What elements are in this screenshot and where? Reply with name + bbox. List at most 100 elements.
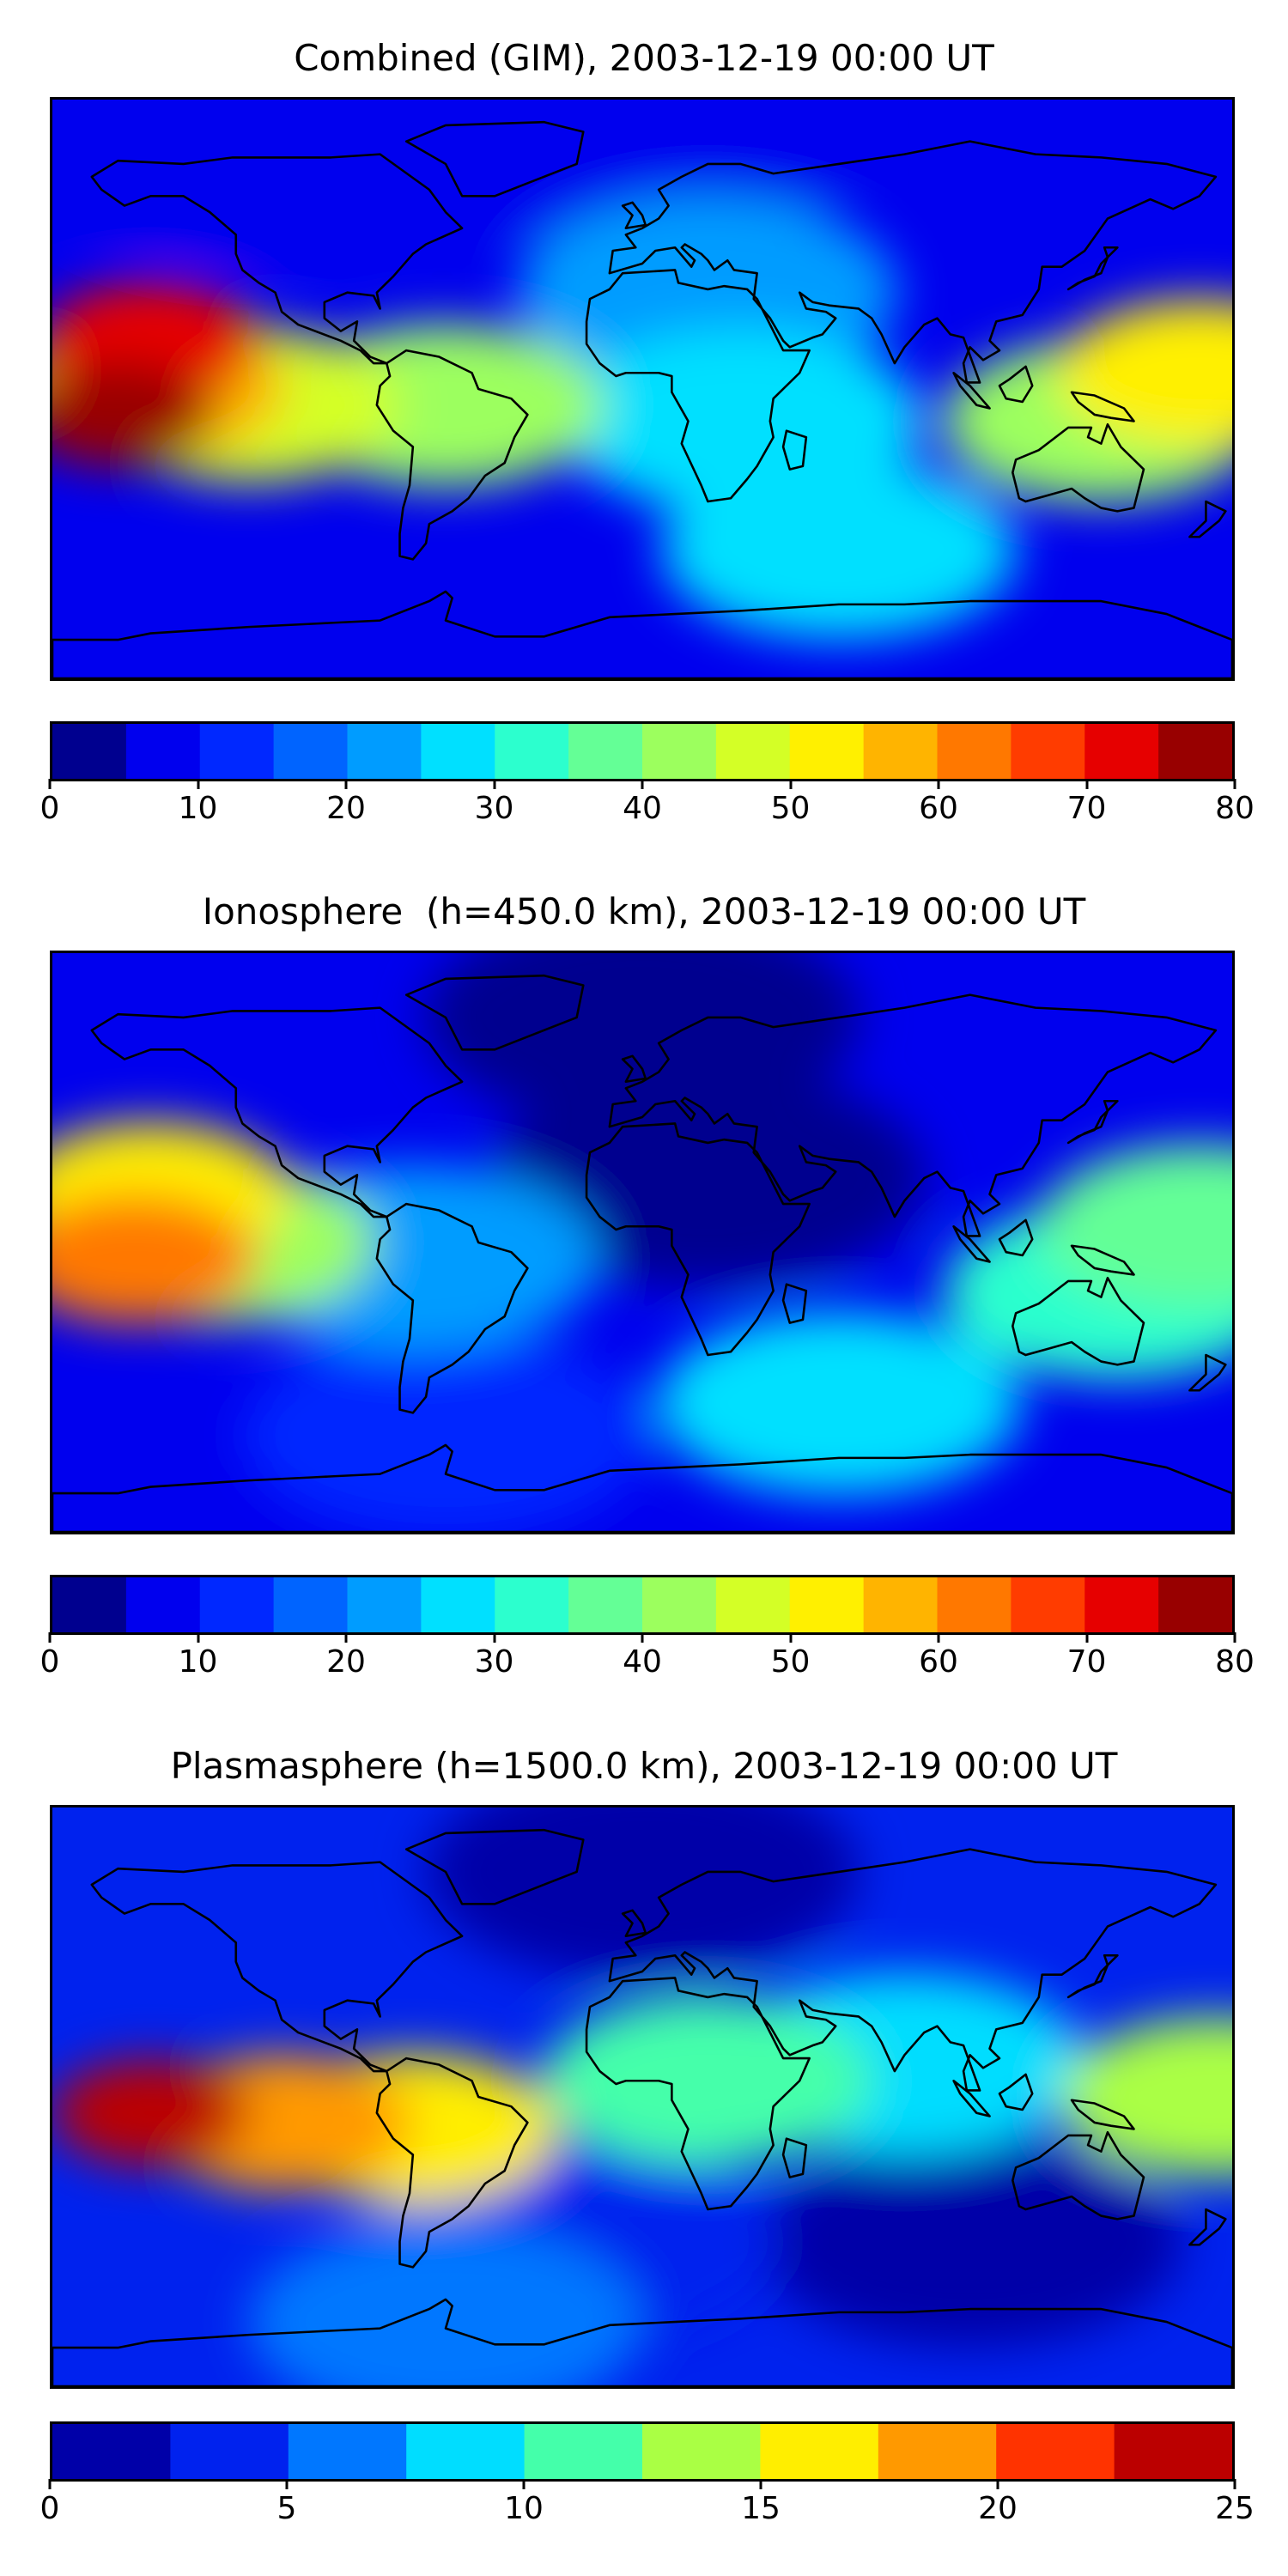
colorbar-tick xyxy=(197,779,199,789)
coastline xyxy=(952,371,991,410)
colorbar-bin xyxy=(421,724,495,779)
coastline xyxy=(608,1848,1218,2092)
contour-map xyxy=(52,953,1232,1532)
colorbar-tick xyxy=(789,779,792,789)
colorbar-bin xyxy=(495,1577,569,1632)
colorbar-bin xyxy=(273,1577,349,1632)
colorbar-bin xyxy=(789,724,865,779)
colorbar-bin xyxy=(863,1577,939,1632)
coastline xyxy=(781,1283,808,1324)
colorbar-bins xyxy=(52,1577,1232,1632)
coastline xyxy=(608,993,1218,1237)
coastline xyxy=(1070,2099,1135,2130)
colorbar-tick-label: 60 xyxy=(919,791,958,826)
contour-blob xyxy=(490,1069,926,1287)
colorbar-tick xyxy=(937,779,940,789)
colorbar-bin xyxy=(1158,1577,1232,1632)
colorbar-bin xyxy=(789,1577,865,1632)
colorbar-bin xyxy=(199,1577,275,1632)
colorbar-tick xyxy=(641,779,644,789)
contour-blob xyxy=(424,953,860,1127)
contour-blob xyxy=(52,100,459,253)
coastline xyxy=(1188,1353,1227,1392)
colorbar-tick-label: 70 xyxy=(1066,1644,1107,1680)
colorbar-bin xyxy=(642,1577,717,1632)
colorbar-bin xyxy=(170,2424,289,2479)
contour-blob xyxy=(1037,1144,1232,1309)
colorbar-bin xyxy=(273,724,349,779)
colorbar-bin xyxy=(125,1577,201,1632)
panel-title: Ionosphere (h=450.0 km), 2003-12-19 00:0… xyxy=(202,890,1086,933)
coastline xyxy=(781,2137,808,2178)
map-panel xyxy=(50,951,1235,1534)
colorbar-tick xyxy=(197,1632,199,1643)
colorbar-tick-label: 0 xyxy=(39,791,60,826)
colorbar-tick xyxy=(48,779,52,789)
colorbar-bin xyxy=(863,724,939,779)
colorbar-ticks: 0 5 10 15 20 25 xyxy=(40,2479,1255,2530)
coastline xyxy=(952,2079,991,2117)
colorbar-bin xyxy=(1114,2424,1232,2479)
colorbar-bin xyxy=(495,724,569,779)
coastline xyxy=(90,1006,464,1218)
colorbar-bin xyxy=(347,724,422,779)
colorbar-bin xyxy=(125,724,201,779)
coastline xyxy=(375,2057,529,2269)
colorbar-bin xyxy=(715,1577,791,1632)
coastline xyxy=(621,201,647,230)
colorbar-ticks: 0 10 20 30 40 50 60 70 80 xyxy=(40,779,1255,830)
colorbar-bin xyxy=(937,724,1012,779)
colorbar-tick-label: 80 xyxy=(1215,791,1255,826)
colorbar xyxy=(50,1575,1235,1635)
contour-blob xyxy=(661,459,1017,640)
colorbar-bin xyxy=(1084,1577,1159,1632)
coastline xyxy=(585,269,811,503)
coastline xyxy=(404,974,585,1051)
contour-blob xyxy=(52,361,216,468)
colorbar-tick xyxy=(996,2479,999,2489)
colorbar-tick xyxy=(344,1632,348,1643)
colorbar-bin xyxy=(568,1577,643,1632)
coastline xyxy=(998,2073,1034,2111)
colorbar-bin xyxy=(1084,724,1159,779)
coastline xyxy=(1066,1099,1119,1145)
coastline xyxy=(404,120,585,197)
colorbar-tick xyxy=(1085,779,1088,789)
coastline xyxy=(585,1122,811,1357)
coastline xyxy=(375,1202,529,1414)
colorbar-tick-label: 40 xyxy=(623,791,662,826)
colorbar-tick xyxy=(48,1632,52,1643)
coastlines xyxy=(52,974,1232,1532)
colorbar-tick-label: 15 xyxy=(741,2491,781,2526)
coastlines xyxy=(52,120,1232,678)
colorbar-tick xyxy=(1233,2479,1236,2489)
coastline xyxy=(621,1054,647,1084)
colorbar-bin xyxy=(406,2424,526,2479)
colorbar-tick-label: 10 xyxy=(178,791,218,826)
coastline xyxy=(1066,1953,1119,1999)
colorbar-tick-label: 20 xyxy=(978,2491,1018,2526)
colorbar-bin xyxy=(347,1577,422,1632)
coastline xyxy=(781,429,808,471)
colorbar-bins xyxy=(52,2424,1232,2479)
coastline xyxy=(585,1977,811,2211)
contour-map xyxy=(52,100,1232,678)
colorbar-ticks: 0 10 20 30 40 50 60 70 80 xyxy=(40,1632,1255,1684)
colorbar-tick-label: 50 xyxy=(770,791,811,826)
coastline xyxy=(1012,1276,1145,1366)
colorbar xyxy=(50,2421,1235,2482)
contour-blob xyxy=(1060,2017,1232,2177)
map-panel xyxy=(50,97,1235,681)
colorbar-bin xyxy=(1011,724,1085,779)
colorbar-tick-label: 20 xyxy=(326,1644,366,1680)
colorbar-bin xyxy=(996,2424,1115,2479)
colorbar-tick-label: 5 xyxy=(276,2491,297,2526)
contour-blob xyxy=(757,2136,1182,2348)
colorbar-tick-label: 10 xyxy=(178,1644,218,1680)
coastline xyxy=(1188,500,1227,538)
colorbar xyxy=(50,721,1235,781)
colorbar-tick-label: 60 xyxy=(919,1644,958,1680)
colorbar-tick-label: 10 xyxy=(504,2491,544,2526)
colorbar-tick xyxy=(522,2479,526,2489)
contour-map xyxy=(52,1807,1232,2386)
